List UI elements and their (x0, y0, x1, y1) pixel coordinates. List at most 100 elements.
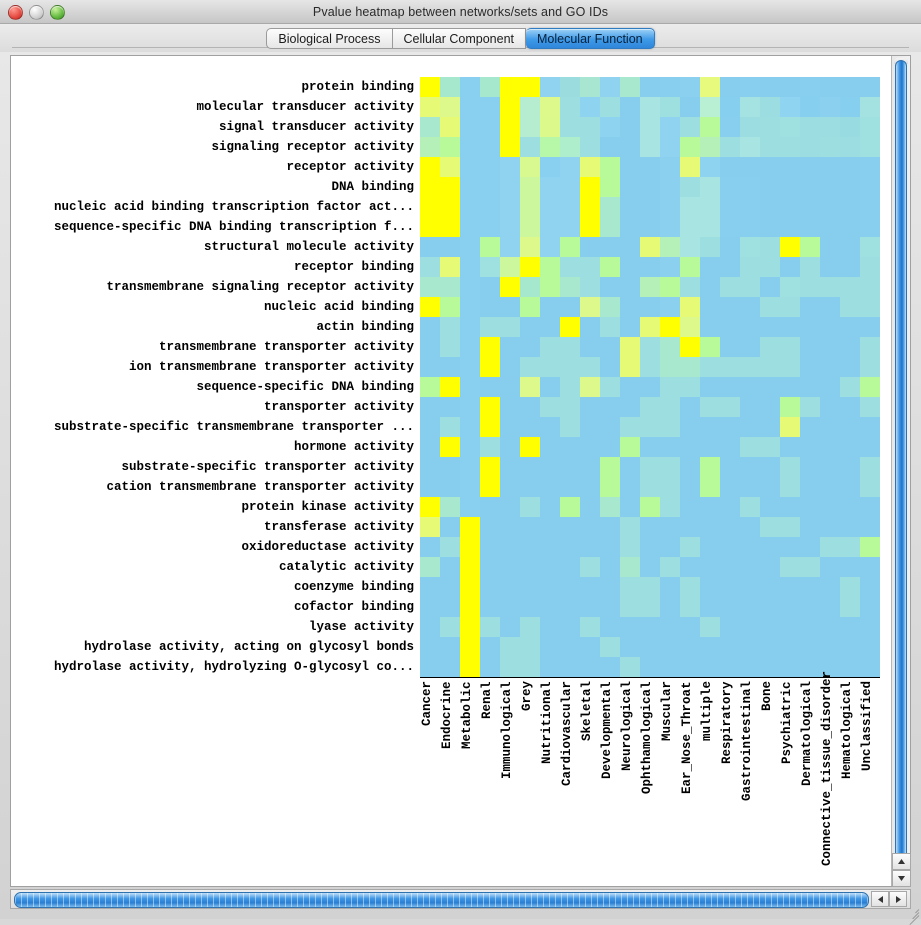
heatmap-cell[interactable] (440, 117, 460, 137)
heatmap-cell[interactable] (760, 657, 780, 677)
heatmap-cell[interactable] (760, 117, 780, 137)
heatmap-cell[interactable] (780, 97, 800, 117)
heatmap-cell[interactable] (460, 597, 480, 617)
heatmap-cell[interactable] (720, 317, 740, 337)
heatmap-cell[interactable] (600, 157, 620, 177)
heatmap-cell[interactable] (620, 557, 640, 577)
heatmap-cell[interactable] (540, 497, 560, 517)
heatmap-cell[interactable] (680, 577, 700, 597)
heatmap-cell[interactable] (540, 637, 560, 657)
heatmap-cell[interactable] (720, 77, 740, 97)
heatmap-cell[interactable] (860, 317, 880, 337)
heatmap-cell[interactable] (580, 597, 600, 617)
heatmap-cell[interactable] (640, 397, 660, 417)
heatmap-cell[interactable] (480, 317, 500, 337)
heatmap-cell[interactable] (660, 277, 680, 297)
heatmap-cell[interactable] (460, 237, 480, 257)
heatmap-cell[interactable] (700, 377, 720, 397)
heatmap-cell[interactable] (520, 297, 540, 317)
heatmap-cell[interactable] (740, 577, 760, 597)
heatmap-cell[interactable] (620, 137, 640, 157)
heatmap-cell[interactable] (420, 197, 440, 217)
heatmap-cell[interactable] (600, 617, 620, 637)
heatmap-cell[interactable] (780, 657, 800, 677)
heatmap-cell[interactable] (740, 537, 760, 557)
heatmap-cell[interactable] (620, 437, 640, 457)
heatmap-cell[interactable] (760, 357, 780, 377)
heatmap-cell[interactable] (580, 497, 600, 517)
heatmap-cell[interactable] (600, 497, 620, 517)
tab-cellular-component[interactable]: Cellular Component (392, 27, 526, 49)
heatmap-cell[interactable] (560, 97, 580, 117)
heatmap-cell[interactable] (620, 197, 640, 217)
heatmap-cell[interactable] (600, 137, 620, 157)
heatmap-cell[interactable] (760, 517, 780, 537)
heatmap-cell[interactable] (600, 277, 620, 297)
heatmap-cell[interactable] (580, 457, 600, 477)
heatmap-cell[interactable] (500, 457, 520, 477)
minimize-window-button[interactable] (29, 5, 44, 20)
heatmap-cell[interactable] (420, 417, 440, 437)
heatmap-cell[interactable] (820, 197, 840, 217)
heatmap-cell[interactable] (640, 617, 660, 637)
heatmap-cell[interactable] (520, 477, 540, 497)
heatmap-cell[interactable] (560, 257, 580, 277)
heatmap-cell[interactable] (420, 317, 440, 337)
heatmap-cell[interactable] (460, 537, 480, 557)
heatmap-cell[interactable] (660, 197, 680, 217)
heatmap-cell[interactable] (540, 377, 560, 397)
heatmap-cell[interactable] (660, 417, 680, 437)
heatmap-cell[interactable] (720, 557, 740, 577)
heatmap-cell[interactable] (620, 517, 640, 537)
heatmap-cell[interactable] (700, 637, 720, 657)
heatmap-cell[interactable] (480, 437, 500, 457)
heatmap-cell[interactable] (580, 237, 600, 257)
heatmap-cell[interactable] (460, 477, 480, 497)
heatmap-cell[interactable] (520, 337, 540, 357)
heatmap-cell[interactable] (620, 537, 640, 557)
heatmap-cell[interactable] (740, 77, 760, 97)
heatmap-cell[interactable] (520, 177, 540, 197)
heatmap-cell[interactable] (720, 357, 740, 377)
heatmap-cell[interactable] (460, 417, 480, 437)
heatmap-cell[interactable] (700, 437, 720, 457)
heatmap-cell[interactable] (420, 637, 440, 657)
heatmap-cell[interactable] (680, 317, 700, 337)
heatmap-cell[interactable] (720, 277, 740, 297)
heatmap-cell[interactable] (660, 177, 680, 197)
heatmap-cell[interactable] (860, 417, 880, 437)
heatmap-cell[interactable] (560, 297, 580, 317)
heatmap-cell[interactable] (460, 497, 480, 517)
heatmap-cell[interactable] (780, 377, 800, 397)
heatmap-cell[interactable] (440, 617, 460, 637)
heatmap-cell[interactable] (680, 477, 700, 497)
heatmap-cell[interactable] (680, 637, 700, 657)
heatmap-cell[interactable] (760, 97, 780, 117)
heatmap-cell[interactable] (540, 357, 560, 377)
heatmap-cell[interactable] (780, 637, 800, 657)
heatmap-cell[interactable] (860, 77, 880, 97)
heatmap-cell[interactable] (700, 137, 720, 157)
heatmap-cell[interactable] (820, 417, 840, 437)
heatmap-cell[interactable] (820, 477, 840, 497)
heatmap-cell[interactable] (840, 337, 860, 357)
heatmap-cell[interactable] (600, 97, 620, 117)
heatmap-cell[interactable] (460, 437, 480, 457)
heatmap-cell[interactable] (520, 117, 540, 137)
heatmap-cell[interactable] (760, 497, 780, 517)
heatmap-cell[interactable] (780, 417, 800, 437)
heatmap-cell[interactable] (480, 357, 500, 377)
heatmap-cell[interactable] (600, 597, 620, 617)
heatmap-cell[interactable] (740, 117, 760, 137)
heatmap-cell[interactable] (500, 497, 520, 517)
heatmap-cell[interactable] (500, 517, 520, 537)
heatmap-cell[interactable] (820, 377, 840, 397)
heatmap-cell[interactable] (800, 357, 820, 377)
heatmap-cell[interactable] (540, 577, 560, 597)
heatmap-cell[interactable] (460, 137, 480, 157)
heatmap-cell[interactable] (540, 137, 560, 157)
heatmap-cell[interactable] (500, 337, 520, 357)
heatmap-cell[interactable] (780, 77, 800, 97)
heatmap-cell[interactable] (780, 217, 800, 237)
heatmap-cell[interactable] (560, 337, 580, 357)
